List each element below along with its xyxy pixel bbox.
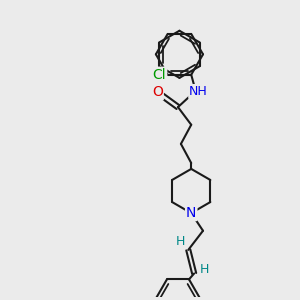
Text: H: H: [175, 235, 185, 248]
Text: Cl: Cl: [153, 68, 166, 82]
Text: NH: NH: [189, 85, 208, 98]
Text: H: H: [200, 262, 209, 275]
Text: O: O: [152, 85, 163, 99]
Text: N: N: [186, 206, 196, 220]
